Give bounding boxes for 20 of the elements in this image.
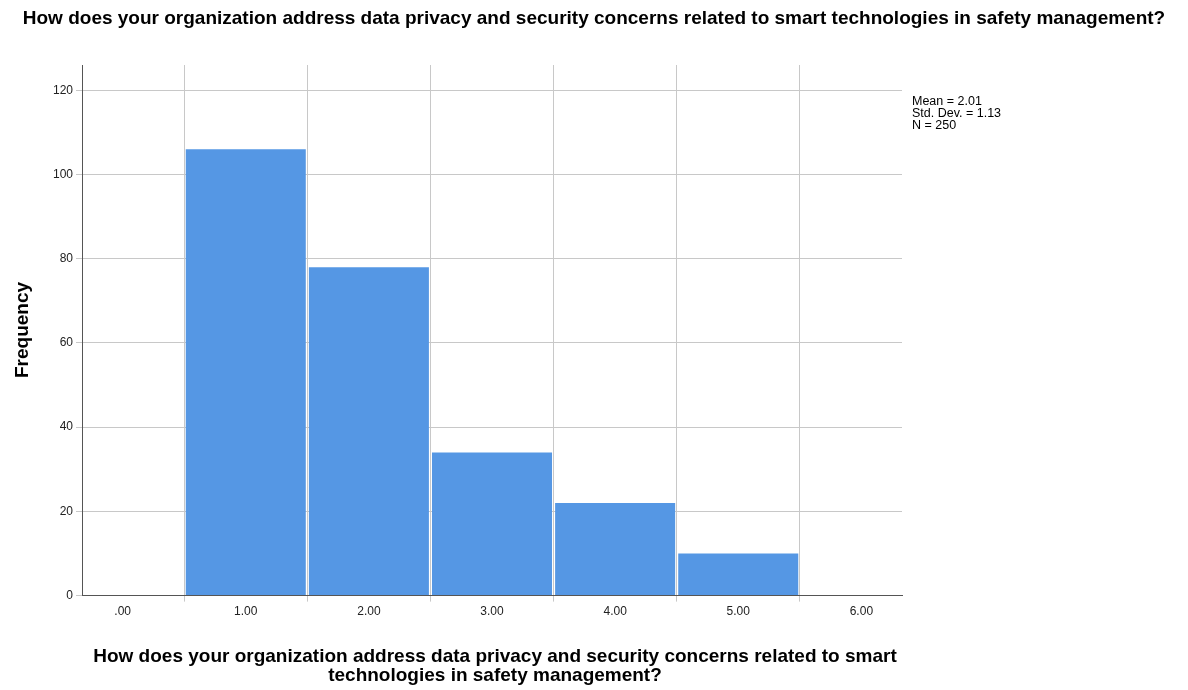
text: Mean = 2.01: [912, 94, 982, 108]
x-tick-label: 5.00: [726, 604, 751, 619]
x-tick-label: 1.00: [234, 604, 258, 619]
y-axis-title: Frequency: [11, 281, 33, 379]
x-tick-label: 3.00: [480, 604, 505, 619]
x-axis-title: How does your organization address data privacy and security concerns related to smart technologies in safety management?: [92, 645, 898, 685]
y-tick-label: 100: [52, 166, 74, 181]
text: Std. Dev. = 1.13: [912, 106, 1002, 120]
x-tick-label: 2.00: [357, 604, 381, 619]
y-tick-label: 60: [59, 335, 74, 350]
text: N = 250: [912, 118, 957, 132]
y-tick-label: 20: [59, 503, 74, 518]
x-tick-label: 6.00: [849, 604, 874, 619]
chart-title: How does your organization address data privacy and security concerns related to smart technologies in safety management?: [21, 7, 1167, 28]
x-tick-label: 4.00: [603, 604, 628, 619]
y-tick-label: 0: [66, 587, 74, 602]
x-tick-label: .00: [114, 604, 132, 619]
y-tick-label: 40: [59, 419, 74, 434]
y-tick-label: 80: [59, 251, 74, 266]
y-tick-label: 120: [52, 82, 74, 97]
